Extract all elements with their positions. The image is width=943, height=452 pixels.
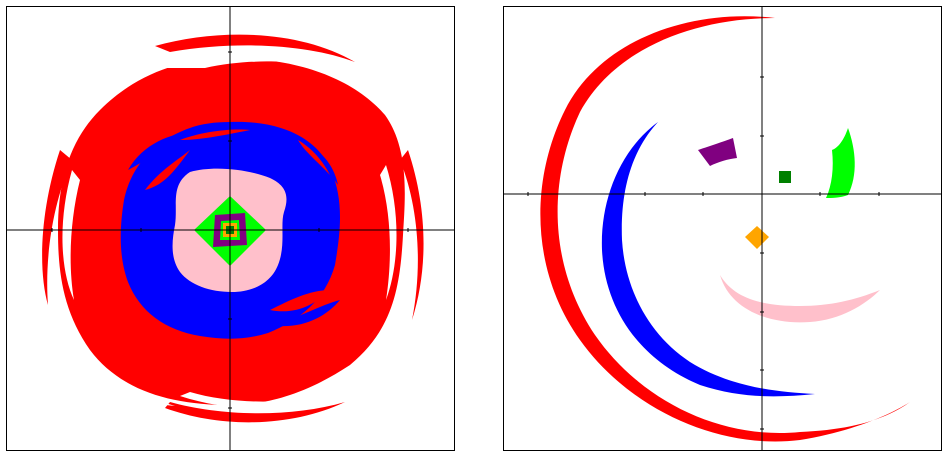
right-plot-frame	[503, 6, 942, 451]
red-swirl-gaps	[62, 53, 405, 408]
right-plot-canvas	[503, 6, 942, 451]
green-crescent	[826, 128, 855, 198]
left-axis-ticks	[51, 51, 409, 409]
red-arc	[540, 16, 910, 442]
left-plot-panel	[0, 0, 462, 452]
dark-green-square	[779, 171, 791, 183]
left-plot-canvas	[6, 6, 455, 451]
pink-arc	[720, 275, 880, 323]
orange-diamond	[745, 226, 769, 249]
right-plot-panel	[470, 0, 943, 452]
purple-arc	[698, 138, 737, 166]
right-axis-ticks	[527, 76, 880, 430]
red-tongues	[145, 129, 330, 312]
